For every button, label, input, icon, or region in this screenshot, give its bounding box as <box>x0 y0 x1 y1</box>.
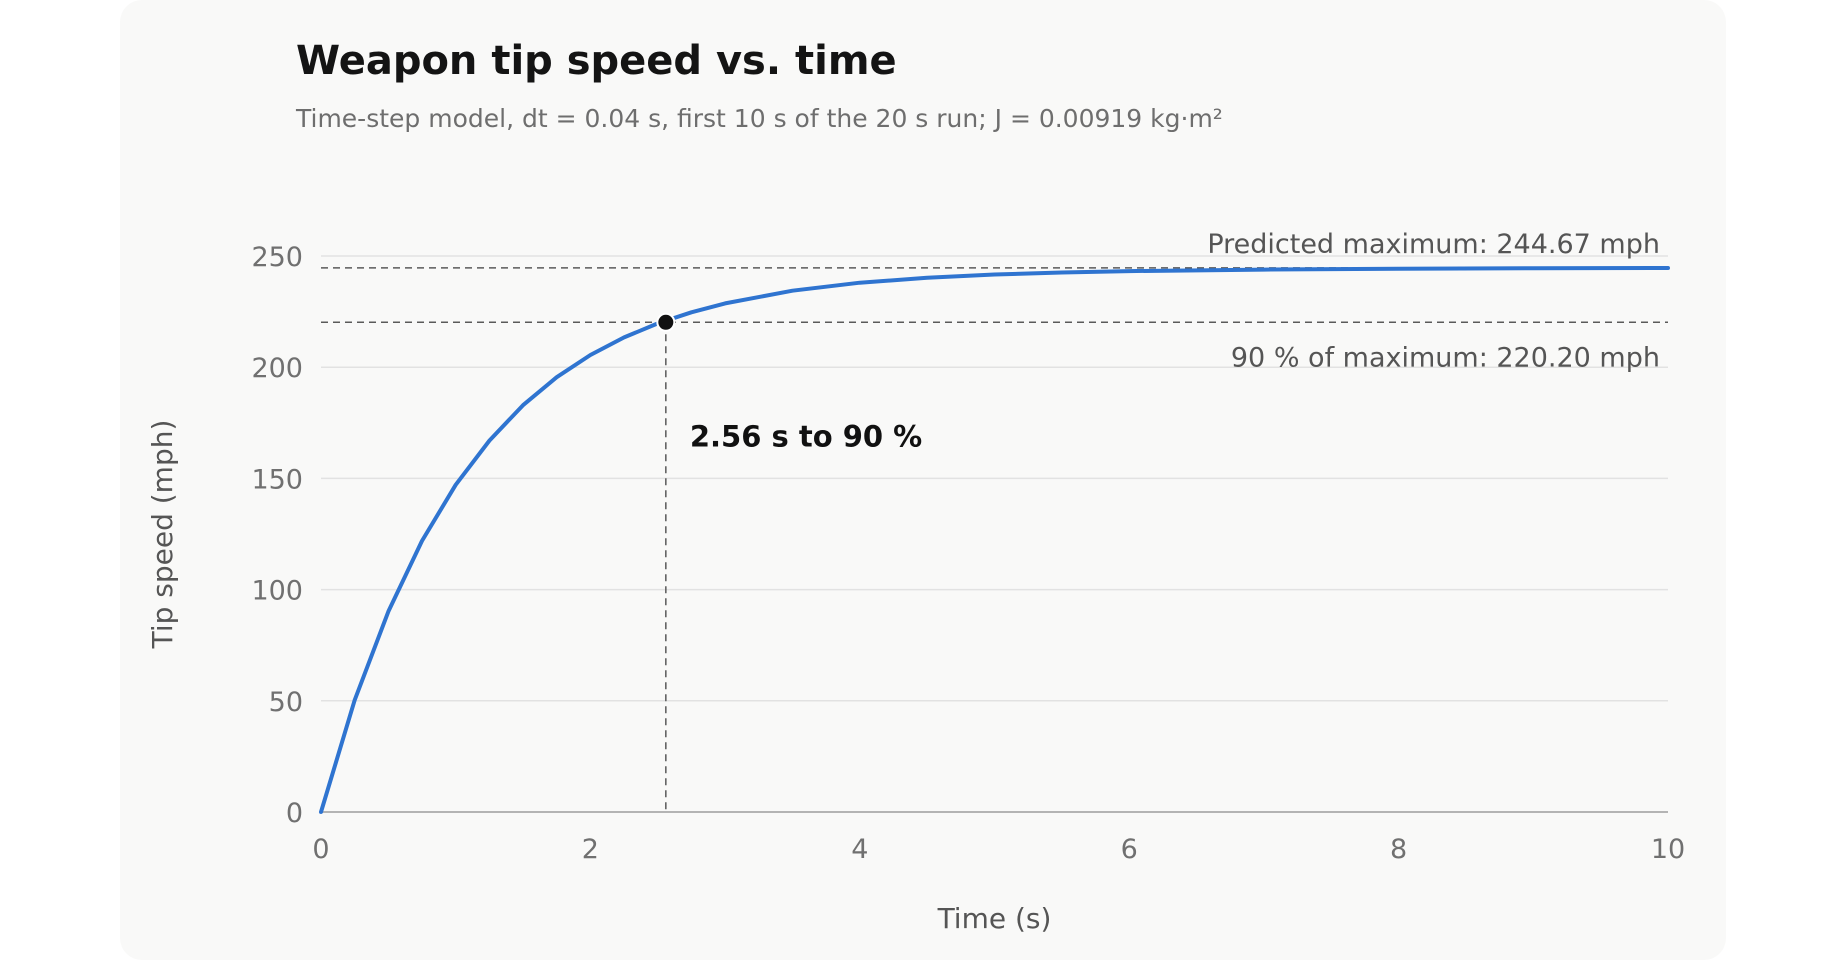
series-line <box>319 266 1670 814</box>
reference-lines: Predicted maximum: 244.67 mph 90 % of max… <box>321 229 1668 373</box>
y-tick-label: 150 <box>251 464 303 495</box>
x-tick-label: 4 <box>851 834 868 865</box>
x-tick-label: 2 <box>582 834 599 865</box>
y-axis-title: Tip speed (mph) <box>146 420 179 650</box>
reference-label: Predicted maximum: 244.67 mph <box>1207 229 1660 260</box>
chart-subtitle: Time-step model, dt = 0.04 s, first 10 s… <box>296 104 1223 133</box>
chart-title: Weapon tip speed vs. time <box>296 38 897 84</box>
grid-lines <box>321 255 1668 702</box>
marker-point <box>656 312 676 332</box>
x-tick-label: 10 <box>1651 834 1685 865</box>
chart-card: Weapon tip speed vs. time Time-step mode… <box>120 0 1726 960</box>
x-tick-label: 8 <box>1390 834 1407 865</box>
marker-label: 2.56 s to 90 % <box>690 419 922 453</box>
y-tick-label: 200 <box>251 353 303 384</box>
x-tick-label: 0 <box>312 834 329 865</box>
x-tick-label: 6 <box>1121 834 1138 865</box>
y-tick-labels: 0 50 100 150 200 250 <box>251 242 303 829</box>
x-axis-title: Time (s) <box>937 902 1052 935</box>
reference-label: 90 % of maximum: 220.20 mph <box>1231 342 1660 373</box>
x-tick-labels: 0 2 4 6 8 10 <box>312 834 1685 865</box>
y-tick-label: 250 <box>251 242 303 273</box>
y-tick-label: 0 <box>286 798 303 829</box>
y-tick-label: 50 <box>269 687 303 718</box>
y-tick-label: 100 <box>251 576 303 607</box>
